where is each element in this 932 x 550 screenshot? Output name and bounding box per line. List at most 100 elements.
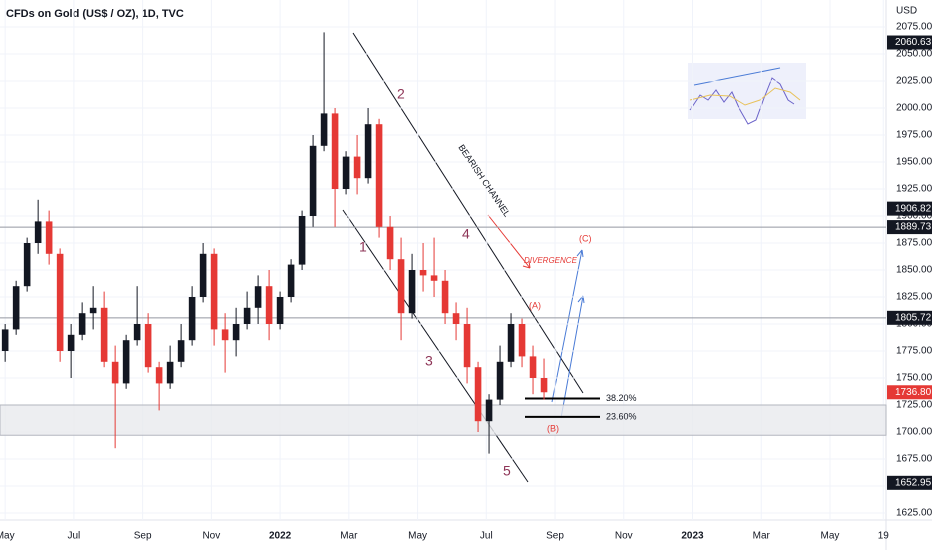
price-label: 1805.72	[895, 312, 932, 323]
x-tick-label: Nov	[202, 531, 220, 542]
candle-body	[507, 324, 515, 362]
y-tick-label: 1725.00	[896, 400, 932, 411]
wave-label: 3	[425, 353, 433, 369]
wave-label: 2	[397, 86, 405, 102]
y-tick-label: 1825.00	[896, 292, 932, 303]
y-tick-label: 1625.00	[896, 508, 932, 519]
y-tick-label: 1750.00	[896, 373, 932, 384]
candle-body	[78, 313, 86, 335]
x-tick-label: 2022	[269, 531, 292, 542]
candle-body	[254, 286, 262, 308]
candle-body	[331, 113, 339, 189]
x-tick-label: Jul	[67, 531, 80, 542]
candle-body	[45, 221, 53, 254]
candle-body	[56, 253, 64, 351]
x-tick-label: May	[821, 531, 840, 542]
candle-body	[375, 124, 383, 227]
candle-body	[166, 361, 174, 384]
x-tick-label: Mar	[340, 531, 358, 542]
candle-body	[463, 324, 471, 368]
x-tick-label: Jul	[480, 531, 493, 542]
wave-label: (C)	[579, 233, 592, 243]
candle-body	[188, 297, 196, 341]
y-tick-label: 1900.00	[896, 211, 932, 222]
price-label: 1736.80	[895, 387, 932, 398]
candle-body	[518, 324, 526, 357]
candle-body	[67, 334, 75, 351]
y-tick-label: 1675.00	[896, 454, 932, 465]
support-zone	[0, 404, 887, 436]
candle-body	[353, 156, 361, 179]
candle-body	[265, 286, 273, 324]
arrow-head	[522, 260, 531, 269]
channel-line	[342, 209, 529, 483]
projection-arrow	[551, 249, 584, 419]
price-label: 2060.63	[895, 37, 932, 48]
x-tick-label: May	[0, 531, 15, 542]
price-label-box	[887, 201, 932, 216]
candle-body	[177, 340, 185, 362]
candle-body	[529, 356, 537, 378]
inset-line	[689, 77, 795, 125]
price-label-box	[887, 475, 932, 490]
x-tick-label: 2023	[681, 531, 704, 542]
candle-body	[1, 329, 9, 351]
wave-label: 1	[359, 239, 367, 255]
candle-body	[89, 307, 97, 314]
price-label-box	[887, 220, 932, 235]
price-label-box	[887, 35, 932, 50]
x-tick-label: Sep	[546, 531, 564, 542]
candle-body	[12, 286, 20, 330]
x-tick-label: 19	[878, 531, 890, 542]
x-tick-label: May	[408, 531, 427, 542]
wave-label: (B)	[547, 423, 559, 433]
candle-body	[199, 253, 207, 297]
candle-body	[111, 361, 119, 384]
candle-body	[287, 264, 295, 297]
candle-body	[452, 313, 460, 324]
candle-body	[210, 253, 218, 330]
candle-body	[221, 329, 229, 341]
candle-body	[441, 280, 449, 314]
candle-body	[100, 307, 108, 362]
candle-body	[276, 297, 284, 324]
price-label: 1652.95	[895, 477, 932, 488]
fib-label: 23.60%	[606, 411, 637, 421]
y-tick-label: 1850.00	[896, 265, 932, 276]
y-tick-label: 1975.00	[896, 130, 932, 141]
chart-title: CFDs on Gold (US$ / OZ), 1D, TVC	[6, 8, 184, 20]
candle-body	[485, 399, 493, 422]
wave-label: 5	[503, 463, 511, 479]
candle-body	[430, 275, 438, 281]
y-tick-label: 2075.00	[896, 22, 932, 33]
y-tick-label: 2000.00	[896, 103, 932, 114]
candle-body	[155, 367, 163, 384]
inset-line	[689, 87, 801, 106]
candle-body	[320, 113, 328, 146]
candle-body	[23, 243, 31, 287]
y-tick-label: 1925.00	[896, 184, 932, 195]
x-tick-label: Mar	[753, 531, 771, 542]
y-tick-label: 1700.00	[896, 427, 932, 438]
candle-body	[309, 145, 317, 216]
candle-body	[386, 226, 394, 260]
candle-body	[298, 216, 306, 265]
y-axis-label: USD	[896, 6, 917, 17]
candle-body	[232, 324, 240, 341]
candle-body	[34, 221, 42, 243]
arrow-head	[576, 249, 585, 304]
candle-body	[364, 124, 372, 179]
channel-line	[352, 32, 584, 394]
price-label-box	[887, 385, 932, 400]
candle-body	[243, 307, 251, 324]
x-tick-label: Sep	[134, 531, 152, 542]
candle-body	[419, 270, 427, 276]
y-tick-label: 2050.00	[896, 49, 932, 60]
divergence-arrow	[487, 214, 531, 269]
price-label: 1906.82	[895, 203, 932, 214]
x-tick-label: Nov	[615, 531, 633, 542]
price-label-box	[887, 310, 932, 325]
candle-body	[474, 367, 482, 422]
candle-body	[133, 324, 141, 341]
fib-label: 38.20%	[606, 393, 637, 403]
